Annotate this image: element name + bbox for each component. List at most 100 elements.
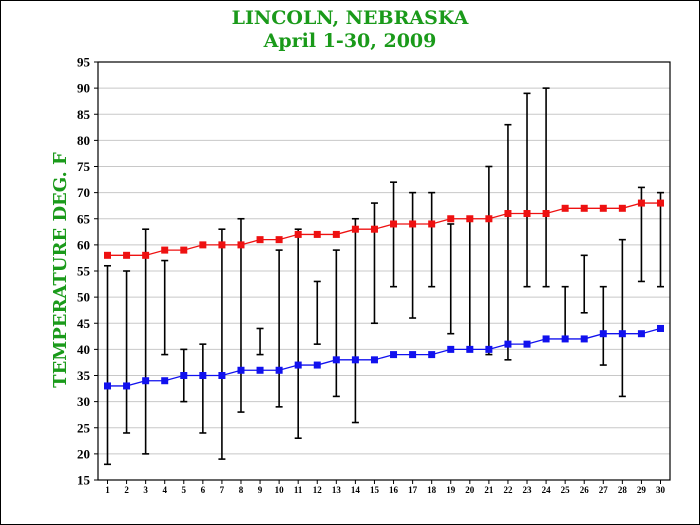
y-tick-label: 80 xyxy=(77,133,90,148)
series-1-point xyxy=(313,230,321,238)
x-tick-label: 20 xyxy=(465,485,475,495)
y-tick-label: 85 xyxy=(77,107,91,122)
x-tick-label: 30 xyxy=(656,485,666,495)
x-tick-label: 1 xyxy=(105,485,110,495)
series-2-point xyxy=(580,335,588,343)
series-2-point xyxy=(161,377,169,385)
series-1-point xyxy=(523,210,531,218)
series-2-point xyxy=(199,372,207,379)
y-tick-label: 40 xyxy=(77,342,90,357)
x-tick-label: 11 xyxy=(294,485,303,495)
y-tick-label: 90 xyxy=(77,81,90,96)
x-tick-label: 25 xyxy=(561,485,571,495)
series-1-point xyxy=(142,251,150,259)
y-tick-label: 60 xyxy=(77,237,90,252)
y-tick-label: 25 xyxy=(77,420,91,435)
series-1-point xyxy=(485,215,493,223)
series-2-point xyxy=(332,356,340,364)
series-1-point xyxy=(351,225,359,233)
series-1-point xyxy=(618,204,626,212)
series-2-point xyxy=(370,356,378,364)
x-tick-label: 28 xyxy=(618,485,628,495)
series-2-point xyxy=(466,345,474,353)
x-tick-label: 7 xyxy=(220,485,225,495)
y-tick-label: 45 xyxy=(77,316,91,331)
x-tick-label: 29 xyxy=(637,485,647,495)
x-tick-label: 4 xyxy=(162,485,167,495)
series-2-point xyxy=(409,351,417,359)
series-1-point xyxy=(123,251,131,259)
series-2-point xyxy=(142,377,150,385)
series-2-point xyxy=(256,366,264,374)
series-2-point xyxy=(294,361,302,369)
chart-subtitle: April 1-30, 2009 xyxy=(263,30,437,52)
series-2-point xyxy=(657,324,664,332)
y-tick-label: 20 xyxy=(77,446,90,461)
y-tick-label: 50 xyxy=(77,290,90,305)
x-tick-label: 18 xyxy=(427,485,437,495)
x-tick-label: 26 xyxy=(580,485,590,495)
y-tick-label: 30 xyxy=(77,394,90,409)
x-tick-label: 27 xyxy=(599,485,609,495)
series-2-point xyxy=(123,382,131,390)
x-tick-label: 6 xyxy=(201,485,206,495)
series-1-point xyxy=(466,215,474,223)
series xyxy=(104,199,664,390)
series-2-point xyxy=(504,340,512,348)
x-tick-label: 2 xyxy=(124,485,129,495)
x-tick-label: 9 xyxy=(258,485,263,495)
y-tick-label: 65 xyxy=(77,211,91,226)
series-1-point xyxy=(390,220,398,228)
x-tick-label: 10 xyxy=(275,485,285,495)
chart-title: LINCOLN, NEBRASKA xyxy=(232,7,469,29)
y-axis-ticks: 15 20 25 30 35 40 45 50 55 60 65 70 75 80 85 90 95 xyxy=(77,55,98,488)
series-1-point xyxy=(637,199,645,207)
x-tick-label: 8 xyxy=(239,485,244,495)
y-tick-label: 35 xyxy=(77,368,91,383)
series-1-point xyxy=(294,230,302,238)
series-2-point xyxy=(237,366,245,374)
series-2-point xyxy=(485,345,493,353)
series-2-point xyxy=(428,351,436,359)
x-tick-label: 5 xyxy=(182,485,187,495)
x-tick-label: 21 xyxy=(484,485,494,495)
series-1-point xyxy=(161,246,169,254)
series-2-point xyxy=(351,356,359,364)
series-1-point xyxy=(657,199,664,207)
series-2-point xyxy=(104,382,111,390)
y-tick-label: 55 xyxy=(77,264,91,279)
series-1-point xyxy=(180,246,188,254)
series-2-point xyxy=(561,335,569,343)
series-2-point xyxy=(523,340,531,348)
y-axis-label: TEMPERATURE DEG. F xyxy=(50,152,71,388)
series-2-point xyxy=(218,372,226,379)
x-tick-label: 22 xyxy=(503,485,513,495)
series-2-point xyxy=(637,330,645,338)
grid xyxy=(98,87,670,455)
series-1-point xyxy=(599,204,607,212)
series-1-point xyxy=(370,225,378,233)
series-1-point xyxy=(409,220,417,228)
series-2-point xyxy=(599,330,607,338)
x-axis-ticks: 1 2 3 4 5 6 7 8 9 10 11 12 13 14 15 16 17 18 19 20 21 22 23 24 2… xyxy=(105,480,666,495)
series-1-point xyxy=(504,210,512,218)
x-tick-label: 15 xyxy=(370,485,380,495)
y-tick-label: 95 xyxy=(77,55,91,70)
series-2-point xyxy=(275,366,283,374)
x-tick-label: 23 xyxy=(523,485,533,495)
series-1-point xyxy=(332,230,340,238)
series-1-point xyxy=(256,236,264,244)
series-2-point xyxy=(542,335,550,343)
y-tick-label: 75 xyxy=(77,159,91,174)
x-tick-label: 12 xyxy=(313,485,323,495)
series-2-point xyxy=(180,372,188,379)
x-tick-label: 17 xyxy=(408,485,418,495)
x-tick-label: 3 xyxy=(143,485,148,495)
series-2-point xyxy=(313,361,321,369)
series-1-point xyxy=(447,215,455,223)
y-tick-label: 70 xyxy=(77,185,90,200)
error-bars xyxy=(104,87,664,466)
y-tick-label: 15 xyxy=(77,473,91,488)
